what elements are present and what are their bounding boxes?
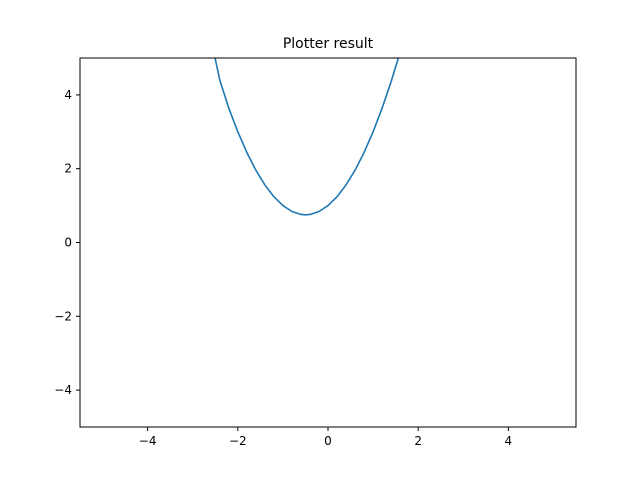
y-tick-label: 2 bbox=[64, 162, 72, 176]
x-tick-label: −2 bbox=[229, 434, 247, 448]
y-tick-label: −2 bbox=[54, 309, 72, 323]
series-line-0 bbox=[214, 58, 400, 216]
x-tick-label: 2 bbox=[414, 434, 422, 448]
plot-frame bbox=[79, 57, 577, 428]
x-tick-label: 0 bbox=[324, 434, 332, 448]
y-tick-label: 0 bbox=[64, 236, 72, 250]
y-tick-label: 4 bbox=[64, 88, 72, 102]
chart-title: Plotter result bbox=[283, 36, 374, 52]
y-tick-label: −4 bbox=[54, 383, 72, 397]
x-tick-label: −4 bbox=[139, 434, 157, 448]
x-tick-label: 4 bbox=[505, 434, 513, 448]
